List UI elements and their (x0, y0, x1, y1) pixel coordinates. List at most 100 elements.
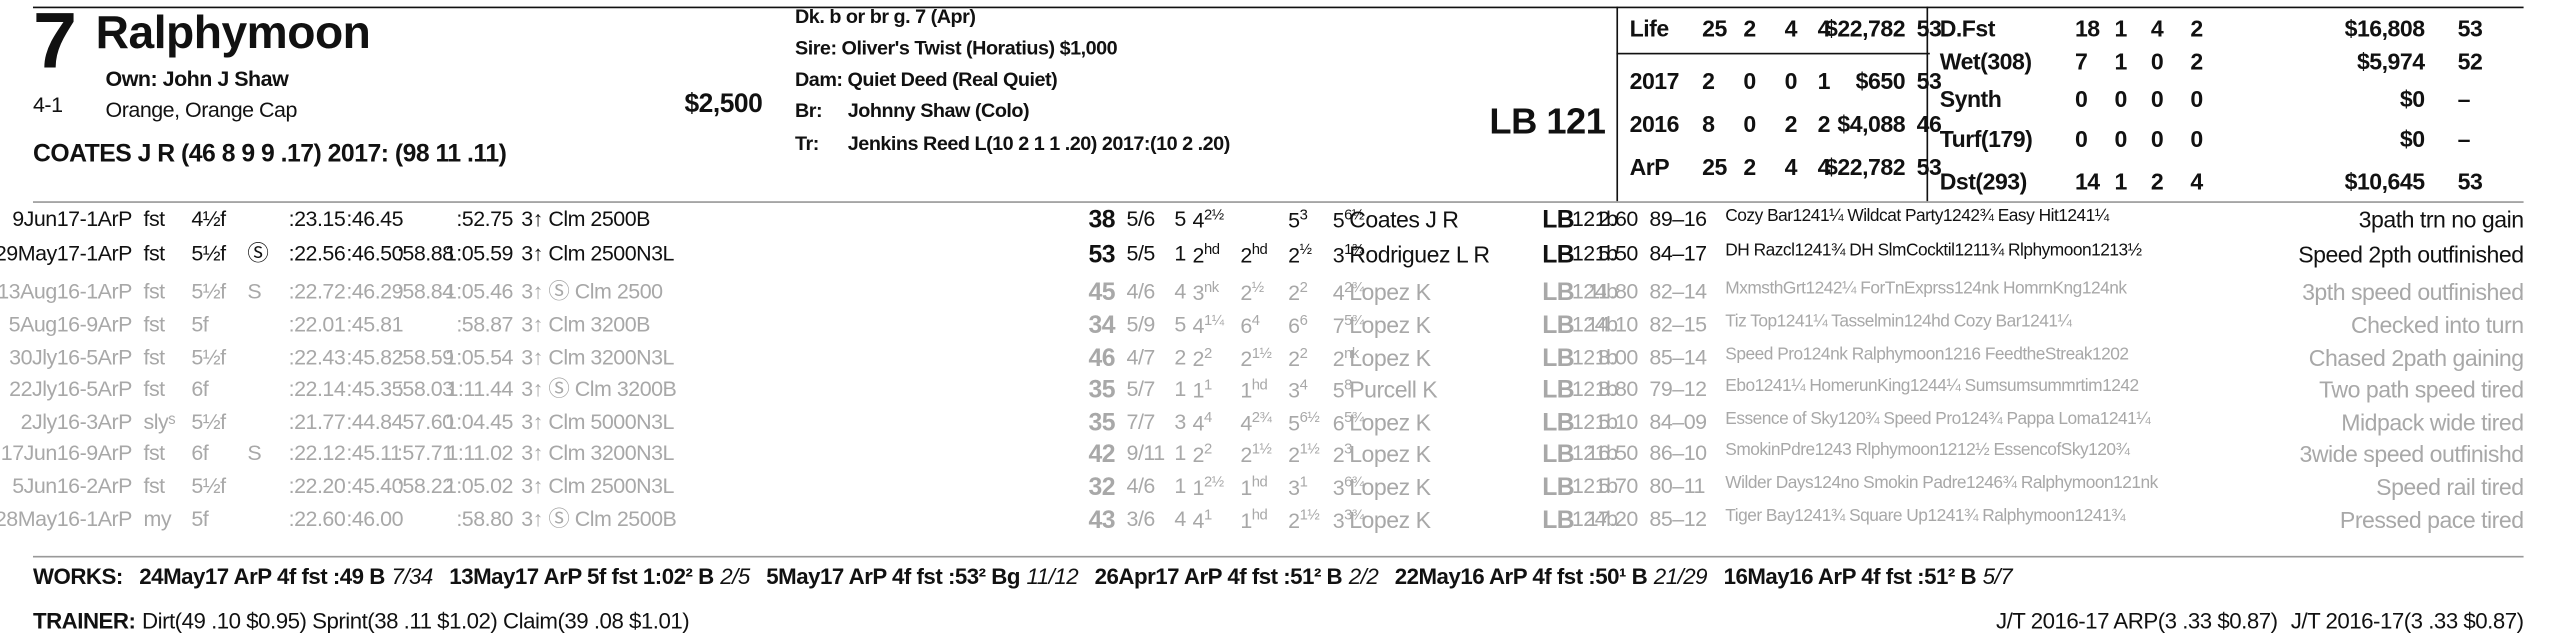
pp-date: 13Aug16-1ArP (0, 278, 132, 304)
pp-odds: 8.80 (1598, 376, 1638, 401)
pp-f3: :57.60 (396, 409, 454, 434)
call-margin: hd (1251, 240, 1268, 258)
call-margin: 1 (1203, 506, 1212, 523)
pp-post: 7/7 (1126, 409, 1156, 434)
pp-race: 3↑ Clm 5000N3L (521, 409, 675, 434)
call-margin: 1½ (1299, 506, 1320, 523)
surface-value: $5,974 (2356, 47, 2425, 75)
surface-value: 0 (2114, 85, 2128, 113)
pp-f1: :22.01 (288, 311, 346, 337)
pp-race: 3↑ Clm 3200N3L (521, 440, 675, 466)
pp-odds: 5.70 (1598, 473, 1638, 499)
pp-odds: 2.60 (1598, 206, 1638, 231)
surface-value: 0 (2150, 85, 2164, 113)
pp-cond: fst (143, 344, 165, 370)
pp-fig: 35 (1088, 409, 1115, 438)
pp-call: 2½ (1288, 240, 1312, 266)
pp-cond: my (143, 506, 172, 532)
pp-f1: :22.60 (288, 506, 346, 532)
pp-call: 11 (1192, 376, 1213, 403)
pp-dist: 5½f (191, 240, 226, 266)
surface-value: 1 (2114, 14, 2128, 42)
section-rule (32, 555, 2524, 558)
pp-call: 56½ (1333, 207, 1365, 231)
call-position: 5 (1288, 410, 1300, 436)
pp-final: 1:04.45 (444, 409, 514, 434)
pp-date: 29May17-1ArP (0, 240, 132, 266)
call-margin: 2 (1203, 440, 1212, 457)
pp-race: 3↑ Clm 2500B (521, 206, 650, 231)
pp-call: 2hd (1240, 240, 1268, 266)
pp-wt: 124b (1571, 311, 1618, 337)
surface-value: 53 (2457, 168, 2483, 195)
call-position: 2 (1240, 280, 1252, 306)
call-margin: 5¾ (1344, 409, 1364, 426)
sire: Sire: Oliver's Twist (Horatius) $1,000 (795, 36, 1118, 60)
pp-wt: 121b (1571, 473, 1618, 499)
work: 16May16 ArP 4f fst :51² B (1723, 564, 1977, 589)
call-margin: 1 (1203, 376, 1212, 393)
pp-top3: MxmsthGrt1242¼ ForTnExprss124nk HomrnKng… (1725, 278, 2127, 299)
pp-date: 2Jly16-3ArP (20, 409, 133, 434)
pp-call: 41 (1193, 506, 1213, 531)
call-position: 4 (1192, 207, 1205, 233)
call-margin: ½ (1299, 240, 1312, 258)
pp-jockey: Lopez K (1349, 473, 1431, 500)
pp-speed: 84–17 (1649, 240, 1707, 266)
surface-value: 1 (2114, 47, 2128, 75)
pp-date: 5Jun16-2ArP (12, 473, 132, 499)
pp-wt: 121b (1571, 240, 1618, 266)
pp-call: 22 (1192, 346, 1213, 372)
call-margin: hd (1251, 473, 1268, 490)
pp-jockey: Lopez K (1349, 278, 1431, 306)
record-value: 4 (1784, 14, 1798, 42)
pp-jockey: Purcell K (1349, 376, 1438, 403)
pp-final: :52.75 (456, 206, 513, 231)
pp-speed: 82–14 (1649, 278, 1707, 304)
pp-med: LB (1542, 506, 1575, 535)
call-position: 2 (1192, 346, 1205, 372)
weight: LB 121 (1489, 100, 1606, 142)
record-value: 2 (1743, 14, 1756, 42)
call-margin: 1½ (1251, 344, 1272, 362)
call-position: 6 (1332, 410, 1345, 436)
pp-call: 1hd (1240, 377, 1268, 403)
pp-speed: 86–10 (1649, 440, 1707, 466)
pp-call: 21½ (1288, 440, 1320, 465)
pp-call: 31 (1288, 474, 1308, 498)
call-margin: 3¾ (1344, 506, 1364, 523)
pp-date: 22Jly16-5ArP (9, 376, 132, 401)
pp-fig: 46 (1088, 344, 1115, 373)
surface-value: 14 (2074, 168, 2100, 195)
work: 13May17 ArP 5f fst 1:02² B (449, 564, 714, 589)
pp-wt: 121b (1571, 376, 1618, 401)
jockey-trainer-line: J/T 2016-17 ARP(3 .33 $0.87) J/T 2016-17(… (1996, 609, 2524, 634)
pp-call: 2nk (1333, 346, 1360, 370)
pp-call: 42½ (1192, 207, 1225, 233)
call-position: 5 (1332, 377, 1345, 403)
pp-fig: 45 (1088, 278, 1115, 307)
call-margin: 2¾ (1344, 278, 1364, 296)
surface-value: $0 (2399, 85, 2425, 113)
call-margin: 1¼ (1203, 311, 1224, 329)
call-position: 1 (1240, 377, 1252, 403)
call-position: 6 (1288, 313, 1300, 339)
call-margin: 1½ (1299, 440, 1320, 457)
section-rule (32, 201, 2524, 203)
pp-f1: :22.14 (288, 376, 346, 401)
pp-f1: :21.77 (288, 409, 346, 434)
call-position: 3 (1288, 377, 1300, 403)
pp-call: 22 (1193, 440, 1213, 465)
pp-st: 1 (1174, 473, 1186, 499)
pp-f3: :58.59 (396, 344, 454, 370)
pp-call: 42¾ (1240, 410, 1272, 434)
pp-final: 1:05.46 (444, 278, 514, 304)
pp-med: LB (1542, 409, 1575, 438)
pp-dist: 6f (191, 376, 209, 401)
record-value: 4 (1817, 153, 1831, 180)
pp-race: 3↑ Clm 3200N3L (521, 344, 675, 370)
call-position: 1 (1192, 377, 1205, 403)
top-rule (32, 6, 2524, 9)
pp-dist: 5½f (191, 473, 226, 499)
